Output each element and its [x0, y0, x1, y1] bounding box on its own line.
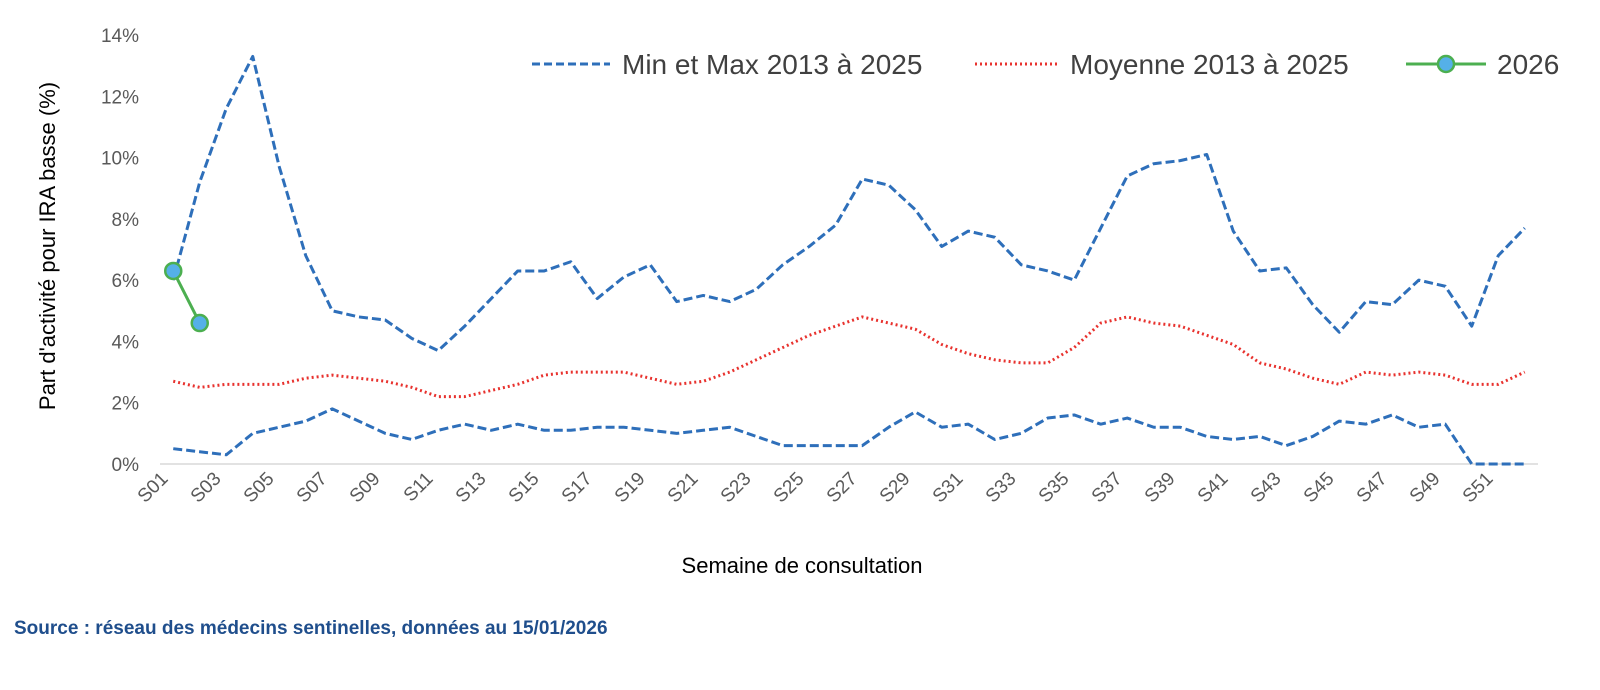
x-tick-label: S45 — [1300, 468, 1339, 507]
y-tick-label: 12% — [101, 87, 139, 108]
series-min-line — [173, 407, 1525, 466]
x-tick-label: S13 — [452, 468, 491, 507]
x-tick-label: S05 — [240, 468, 279, 507]
x-tick-label: S11 — [400, 468, 438, 506]
x-axis-title: Semaine de consultation — [682, 553, 923, 578]
x-tick-label: S51 — [1459, 468, 1498, 507]
y-tick-label: 10% — [101, 149, 139, 170]
legend-2026-marker — [1436, 54, 1456, 74]
x-tick-label: S01 — [134, 468, 173, 507]
x-tick-label: S31 — [929, 468, 968, 507]
y-tick-label: 14% — [101, 26, 139, 47]
x-tick-label: S25 — [770, 468, 809, 507]
legend-minmax-label: Min et Max 2013 à 2025 — [622, 49, 922, 80]
y-tick-label: 4% — [112, 332, 140, 353]
series-2026-point — [164, 261, 183, 281]
x-tick-label: S21 — [664, 468, 703, 507]
series-2026-line — [171, 270, 202, 324]
x-tick-label: S35 — [1035, 468, 1074, 507]
y-tick-label: 8% — [112, 210, 140, 231]
x-tick-label: S17 — [558, 468, 597, 507]
series-layer — [164, 54, 1526, 466]
x-tick-label: S37 — [1088, 468, 1127, 507]
x-tick-label: S07 — [293, 468, 332, 507]
y-tick-label: 6% — [112, 271, 140, 292]
x-tick-label: S47 — [1353, 468, 1392, 507]
x-tick-label: S15 — [505, 468, 544, 507]
x-tick-label: S49 — [1406, 468, 1445, 507]
x-tick-label: S39 — [1141, 468, 1180, 507]
y-tick-label: 0% — [112, 455, 140, 476]
x-tick-label: S27 — [823, 468, 862, 507]
x-tick-label: S41 — [1194, 468, 1233, 507]
legend-2026-label: 2026 — [1497, 49, 1559, 80]
chart: 0% 2% 4% 6% 8% 10% 12% 14% S01 S03 S05 S07 S09 S11 S13… — [35, 26, 1559, 578]
source-note: Source : réseau des médecins sentinelles… — [14, 618, 608, 639]
x-tick-label: S03 — [187, 468, 226, 507]
series-max-line — [171, 54, 1526, 353]
series-2026-point — [190, 313, 209, 333]
x-tick-label: S33 — [982, 468, 1021, 507]
x-tick-label: S23 — [717, 468, 756, 507]
series-mean-line — [172, 315, 1526, 399]
axis-layer: 0% 2% 4% 6% 8% 10% 12% 14% S01 S03 S05 S07 S09 S11 S13… — [101, 26, 1538, 507]
x-tick-label: S09 — [346, 468, 385, 507]
y-tick-label: 2% — [112, 394, 140, 415]
legend-mean-label: Moyenne 2013 à 2025 — [1070, 49, 1349, 80]
x-tick-label: S19 — [611, 468, 650, 507]
x-tick-label: S43 — [1247, 468, 1286, 507]
y-axis-title: Part d'activité pour IRA basse (%) — [35, 82, 60, 410]
legend: Min et Max 2013 à 2025 Moyenne 2013 à 20… — [532, 49, 1559, 80]
x-tick-label: S29 — [876, 468, 915, 507]
